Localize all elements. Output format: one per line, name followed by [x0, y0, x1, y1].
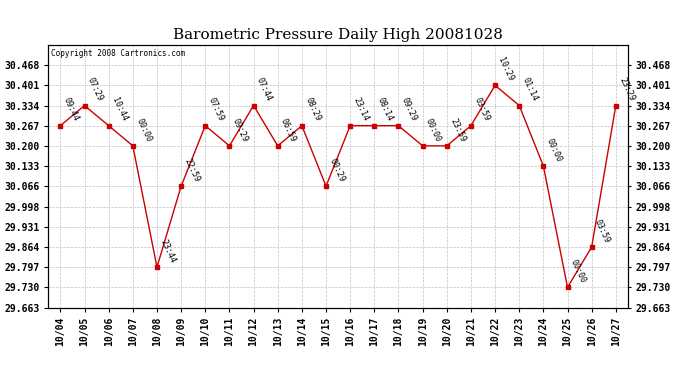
Text: 07:29: 07:29 — [86, 76, 105, 103]
Text: 10:29: 10:29 — [497, 56, 515, 82]
Text: 00:00: 00:00 — [135, 117, 153, 143]
Text: 09:44: 09:44 — [62, 96, 81, 123]
Text: 07:59: 07:59 — [207, 96, 226, 123]
Text: 08:14: 08:14 — [376, 96, 395, 123]
Text: 08:29: 08:29 — [304, 96, 322, 123]
Text: 00:00: 00:00 — [424, 117, 443, 143]
Text: 23:44: 23:44 — [159, 238, 177, 264]
Title: Barometric Pressure Daily High 20081028: Barometric Pressure Daily High 20081028 — [173, 28, 503, 42]
Text: 00:00: 00:00 — [545, 137, 564, 163]
Text: 23:59: 23:59 — [448, 117, 467, 143]
Text: 10:44: 10:44 — [110, 96, 129, 123]
Text: 01:14: 01:14 — [521, 76, 540, 103]
Text: 23:29: 23:29 — [618, 76, 636, 103]
Text: 03:59: 03:59 — [473, 96, 491, 123]
Text: 09:29: 09:29 — [400, 96, 419, 123]
Text: 09:29: 09:29 — [231, 117, 250, 143]
Text: 22:59: 22:59 — [183, 157, 201, 183]
Text: 23:14: 23:14 — [352, 96, 371, 123]
Text: 00:29: 00:29 — [328, 157, 346, 183]
Text: Copyright 2008 Cartronics.com: Copyright 2008 Cartronics.com — [51, 49, 186, 58]
Text: 06:59: 06:59 — [279, 117, 298, 143]
Text: 00:00: 00:00 — [569, 258, 588, 285]
Text: 03:59: 03:59 — [593, 218, 612, 244]
Text: 07:44: 07:44 — [255, 76, 274, 103]
